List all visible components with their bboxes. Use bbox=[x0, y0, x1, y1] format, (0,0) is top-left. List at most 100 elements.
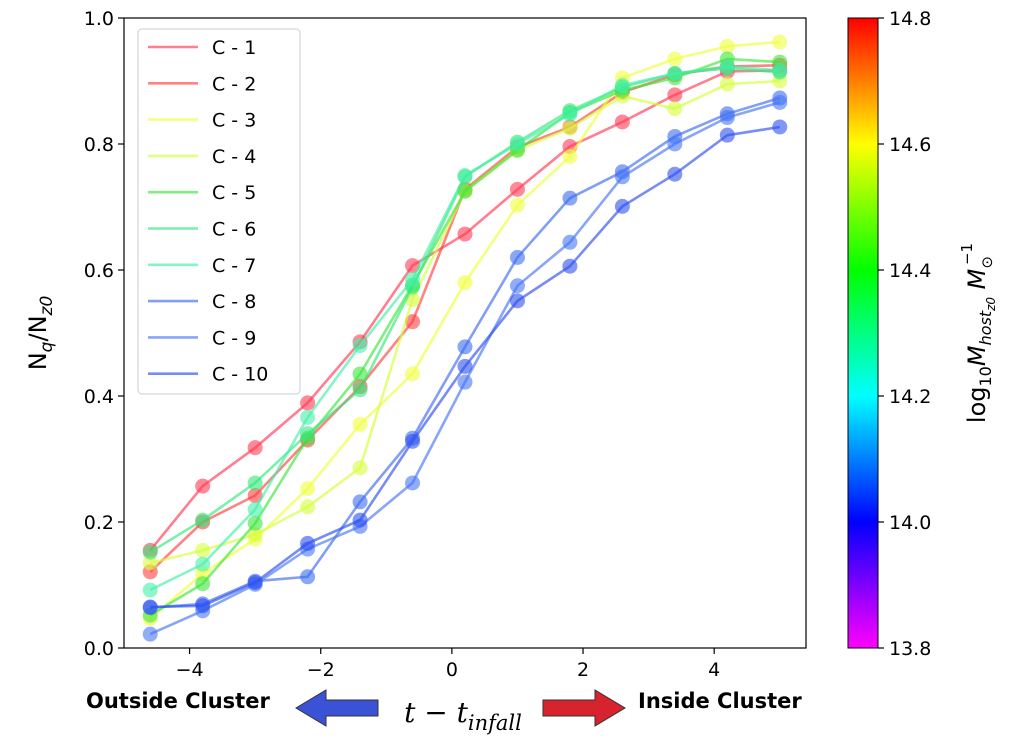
data-point bbox=[352, 338, 368, 354]
legend-label: C - 3 bbox=[212, 110, 256, 132]
data-point bbox=[195, 478, 211, 494]
data-point bbox=[195, 512, 211, 528]
plot-frame bbox=[123, 17, 807, 649]
data-point bbox=[195, 576, 211, 592]
data-point bbox=[562, 120, 578, 136]
legend-label: C - 5 bbox=[212, 182, 256, 204]
right-arrow-icon bbox=[542, 689, 626, 727]
data-point bbox=[195, 598, 211, 614]
y-tick-label: 0.2 bbox=[84, 512, 114, 534]
data-point bbox=[352, 512, 368, 528]
data-point bbox=[142, 582, 158, 598]
data-point bbox=[405, 314, 421, 330]
data-point bbox=[405, 366, 421, 382]
legend-item: C - 2 bbox=[148, 73, 256, 95]
data-point bbox=[509, 278, 525, 294]
y-tick-label: 0.6 bbox=[84, 260, 114, 282]
y-tick-label: 0.8 bbox=[84, 134, 114, 156]
data-point bbox=[562, 258, 578, 274]
data-point bbox=[772, 94, 788, 110]
legend-item: C - 8 bbox=[148, 291, 256, 313]
data-point bbox=[719, 110, 735, 126]
legend-label: C - 9 bbox=[212, 327, 256, 349]
data-point bbox=[195, 556, 211, 572]
data-point bbox=[719, 76, 735, 92]
legend-label: C - 6 bbox=[212, 219, 256, 241]
colorbar-tick-label: 13.8 bbox=[889, 638, 931, 660]
data-point bbox=[352, 460, 368, 476]
legend-label: C - 8 bbox=[212, 291, 256, 313]
data-point bbox=[142, 599, 158, 615]
data-point bbox=[300, 535, 316, 551]
x-axis-label: t − tinfall bbox=[404, 696, 522, 735]
legend-item: C - 5 bbox=[148, 182, 256, 204]
data-point bbox=[247, 515, 263, 531]
y-tick-label: 0.0 bbox=[84, 638, 114, 660]
data-point bbox=[300, 481, 316, 497]
legend-item: C - 4 bbox=[148, 146, 256, 168]
x-tick-label: 2 bbox=[577, 659, 589, 681]
data-point bbox=[247, 527, 263, 543]
data-point bbox=[247, 488, 263, 504]
colorbar-tick-label: 14.6 bbox=[889, 134, 931, 156]
data-point bbox=[457, 374, 473, 390]
data-point bbox=[667, 87, 683, 103]
data-point bbox=[352, 494, 368, 510]
data-point bbox=[614, 114, 630, 130]
data-point bbox=[667, 101, 683, 117]
data-point bbox=[195, 542, 211, 558]
colorbar-label-text: log10Mhostz0 M⊙−1 bbox=[958, 243, 998, 423]
data-point bbox=[719, 38, 735, 54]
legend-item: C - 10 bbox=[148, 364, 268, 386]
legend-item: C - 9 bbox=[148, 327, 256, 349]
colorbar-gradient bbox=[847, 17, 879, 649]
data-point bbox=[772, 62, 788, 78]
inside-cluster-label: Inside Cluster bbox=[638, 689, 802, 713]
data-point bbox=[509, 293, 525, 309]
data-point bbox=[772, 119, 788, 135]
series-10 bbox=[142, 119, 788, 615]
colorbar-label: log10Mhostz0 M⊙−1 bbox=[958, 243, 998, 423]
data-point bbox=[352, 382, 368, 398]
legend-item: C - 1 bbox=[148, 37, 256, 59]
data-point bbox=[509, 136, 525, 152]
legend-item: C - 3 bbox=[148, 110, 256, 132]
data-point bbox=[562, 106, 578, 122]
data-point bbox=[457, 339, 473, 355]
legend-label: C - 1 bbox=[212, 37, 256, 59]
x-tick-label: −2 bbox=[307, 659, 335, 681]
data-point bbox=[300, 409, 316, 425]
data-point bbox=[457, 168, 473, 183]
data-point bbox=[667, 51, 683, 67]
data-point bbox=[457, 275, 473, 291]
data-point bbox=[614, 169, 630, 185]
data-point bbox=[142, 544, 158, 560]
outside-cluster-label: Outside Cluster bbox=[86, 689, 270, 713]
data-point bbox=[614, 198, 630, 214]
data-point bbox=[352, 416, 368, 432]
data-point bbox=[300, 426, 316, 442]
data-point bbox=[247, 574, 263, 590]
x-tick-label: 4 bbox=[708, 659, 720, 681]
x-tick-label: −4 bbox=[176, 659, 204, 681]
data-point bbox=[719, 127, 735, 143]
data-point bbox=[562, 190, 578, 206]
data-point bbox=[614, 77, 630, 93]
legend-label: C - 4 bbox=[212, 146, 256, 168]
data-point bbox=[509, 181, 525, 197]
series-7 bbox=[142, 59, 788, 598]
legend-label: C - 7 bbox=[212, 255, 256, 277]
data-point bbox=[457, 358, 473, 374]
legend: C - 1 C - 2 C - 3 C - 4 C - 5 C - 6 C - 7 C - 8… bbox=[137, 28, 301, 395]
colorbar-tick-label: 14.2 bbox=[889, 386, 931, 408]
data-point bbox=[300, 499, 316, 515]
y-tick-label: 0.4 bbox=[84, 386, 114, 408]
axis-layer: −4 −2 0 2 4 0.0 0.2 0.4 0.6 0.8 1.0 bbox=[84, 8, 720, 681]
x-tick-label: 0 bbox=[446, 659, 458, 681]
data-point bbox=[300, 395, 316, 411]
data-point bbox=[247, 475, 263, 491]
data-point bbox=[667, 65, 683, 81]
data-point bbox=[142, 555, 158, 571]
data-point bbox=[352, 366, 368, 382]
